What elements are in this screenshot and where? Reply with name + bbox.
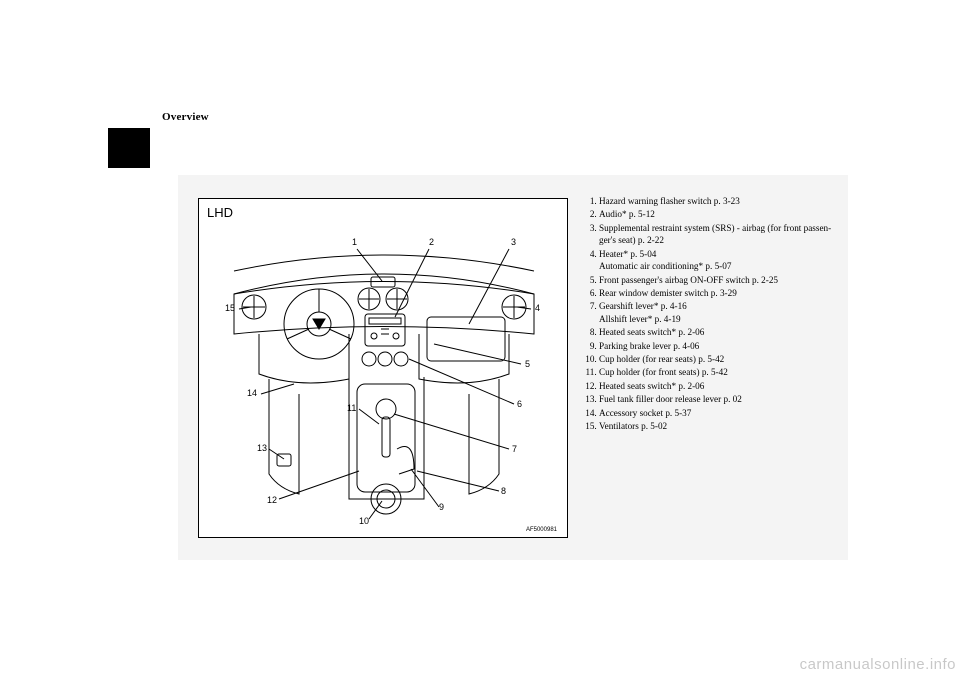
legend-item-text: Gearshift lever* p. 4-16: [599, 301, 687, 311]
legend-item-text: Hazard warning flasher switch p. 3-23: [599, 196, 740, 206]
callout-2: 2: [429, 237, 434, 247]
watermark: carmanualsonline.info: [800, 656, 956, 673]
callout-7: 7: [512, 444, 517, 454]
legend-item: Cup holder (for rear seats) p. 5-42: [599, 353, 838, 365]
legend-item: Front passenger's airbag ON-OFF switch p…: [599, 274, 838, 286]
legend-item: Parking brake lever p. 4-06: [599, 340, 838, 352]
legend-item-text: Audio* p. 5-12: [599, 209, 655, 219]
callout-12: 12: [267, 495, 277, 505]
figure-box: LHD AF5000981: [198, 198, 568, 538]
callout-5: 5: [525, 359, 530, 369]
callout-1: 1: [352, 237, 357, 247]
legend-item: Heated seats switch* p. 2-06: [599, 380, 838, 392]
legend-item: Heated seats switch* p. 2-06: [599, 326, 838, 338]
legend-item-text: Fuel tank filler door release lever p. 0…: [599, 394, 742, 404]
legend-item: Supplemental restraint system (SRS) - ai…: [599, 222, 838, 247]
callout-13: 13: [257, 443, 267, 453]
legend-item-subtext: Allshift lever* p. 4-19: [599, 313, 838, 325]
legend-item-text: Parking brake lever p. 4-06: [599, 341, 699, 351]
legend-item: Heater* p. 5-04Automatic air conditionin…: [599, 248, 838, 273]
callout-11: 11: [347, 403, 356, 413]
legend-item-text: Heater* p. 5-04: [599, 249, 656, 259]
content-panel: LHD AF5000981: [178, 175, 848, 560]
legend-item-continuation: ger's seat) p. 2-22: [599, 234, 838, 246]
callout-8: 8: [501, 486, 506, 496]
section-tab: [108, 128, 150, 168]
dashboard-diagram: [199, 199, 569, 539]
legend-item-text: Heated seats switch* p. 2-06: [599, 327, 704, 337]
legend-item-text: Ventilators p. 5-02: [599, 421, 667, 431]
legend-item-text: Cup holder (for front seats) p. 5-42: [599, 367, 728, 377]
legend-item-text: Heated seats switch* p. 2-06: [599, 381, 704, 391]
legend-item: Ventilators p. 5-02: [599, 420, 838, 432]
legend-item: Rear window demister switch p. 3-29: [599, 287, 838, 299]
legend-item: Fuel tank filler door release lever p. 0…: [599, 393, 838, 405]
callout-10: 10: [359, 516, 369, 526]
callout-3: 3: [511, 237, 516, 247]
legend-item: Hazard warning flasher switch p. 3-23: [599, 195, 838, 207]
callout-14: 14: [247, 388, 257, 398]
legend-item-text: Accessory socket p. 5-37: [599, 408, 691, 418]
legend-item-text: Supplemental restraint system (SRS) - ai…: [599, 223, 831, 233]
legend-item-text: Rear window demister switch p. 3-29: [599, 288, 737, 298]
callout-6: 6: [517, 399, 522, 409]
page-title: Overview: [162, 111, 209, 123]
legend-item-text: Cup holder (for rear seats) p. 5-42: [599, 354, 724, 364]
legend-item-subtext: Automatic air conditioning* p. 5-07: [599, 260, 838, 272]
legend-item: Cup holder (for front seats) p. 5-42: [599, 366, 838, 378]
legend-item: Accessory socket p. 5-37: [599, 407, 838, 419]
callout-15: 15: [225, 303, 235, 313]
legend-item-text: Front passenger's airbag ON-OFF switch p…: [599, 275, 778, 285]
legend-item: Audio* p. 5-12: [599, 208, 838, 220]
legend-item: Gearshift lever* p. 4-16 Allshift lever* …: [599, 300, 838, 325]
callout-4: 4: [535, 303, 540, 313]
callout-9: 9: [439, 502, 444, 512]
legend-list: Hazard warning flasher switch p. 3-23 Aud…: [583, 195, 838, 434]
